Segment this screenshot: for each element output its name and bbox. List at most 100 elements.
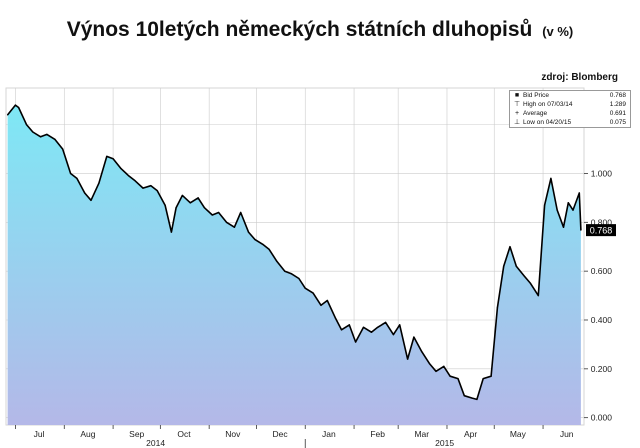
data-point <box>509 246 511 248</box>
data-point <box>435 370 437 372</box>
data-point <box>421 351 423 353</box>
average-marker-icon: + <box>514 110 520 117</box>
series-line <box>6 104 582 401</box>
x-tick-label: May <box>510 429 527 439</box>
data-point <box>429 363 431 365</box>
legend-value: 0.691 <box>609 110 626 117</box>
data-point <box>14 104 17 106</box>
data-point <box>463 395 465 397</box>
data-point <box>62 148 64 150</box>
x-tick-label: Jan <box>322 429 336 439</box>
legend-value: 0.075 <box>609 119 626 126</box>
y-tick-label: 0.200 <box>591 364 613 374</box>
x-axis: Jul Aug Sep Oct Nov Dec Jan Feb Mar Apr May Jun 2014… <box>15 425 574 448</box>
data-point <box>218 211 220 214</box>
y-tick-label: 0.000 <box>591 413 613 423</box>
data-point <box>203 207 206 209</box>
data-point <box>556 209 558 211</box>
data-point <box>471 397 473 399</box>
legend-label: High on 07/03/14 <box>523 101 573 108</box>
data-point <box>320 304 322 306</box>
data-point <box>370 331 372 333</box>
data-point <box>197 197 199 199</box>
y-tick-label: 1.000 <box>591 168 613 178</box>
data-point <box>240 211 242 214</box>
x-tick-label: Apr <box>464 429 477 439</box>
data-point <box>142 187 144 189</box>
data-point <box>407 358 409 360</box>
data-point <box>529 282 532 284</box>
legend-row-low: ⊥ Low on 04/20/15 0.075 <box>510 118 630 127</box>
data-point <box>120 167 122 170</box>
data-point <box>392 334 395 336</box>
data-point <box>443 365 445 367</box>
data-point <box>134 180 136 182</box>
data-point <box>334 316 336 319</box>
data-point <box>170 231 172 233</box>
data-point <box>150 185 152 187</box>
data-point <box>304 287 306 289</box>
data-point <box>290 272 292 275</box>
bid-price-square-icon: ■ <box>514 92 520 99</box>
y-tick-label: 0.400 <box>591 315 613 325</box>
data-point <box>544 204 546 206</box>
data-point <box>32 131 34 133</box>
data-point <box>578 192 580 194</box>
data-point <box>54 138 56 140</box>
data-point <box>189 202 191 204</box>
low-marker-icon: ⊥ <box>513 119 521 126</box>
legend-value: 0.768 <box>609 92 626 99</box>
legend-label: Bid Price <box>523 92 550 99</box>
data-point <box>90 199 92 201</box>
high-marker-icon: ⊤ <box>513 101 521 108</box>
legend-label: Average <box>523 110 548 117</box>
data-point <box>457 378 459 380</box>
data-point <box>98 182 100 184</box>
data-point <box>523 275 525 277</box>
data-point <box>550 177 552 179</box>
data-point <box>6 114 9 116</box>
data-point <box>112 158 114 160</box>
data-point <box>233 226 235 228</box>
data-point <box>503 265 505 267</box>
data-point <box>181 194 183 197</box>
chart-title-text: Výnos 10letých německých státních dluhop… <box>66 18 533 41</box>
data-point <box>40 136 42 138</box>
chart-title: Výnos 10letých německých státních dluhop… <box>0 18 640 42</box>
data-point <box>276 260 278 262</box>
data-point <box>247 231 250 233</box>
data-point <box>262 243 264 245</box>
data-point <box>562 226 565 228</box>
x-tick-label: Oct <box>177 429 191 439</box>
data-point <box>399 324 401 326</box>
data-point <box>298 277 300 280</box>
data-point <box>284 270 286 272</box>
data-point <box>25 124 28 126</box>
data-point <box>225 221 228 223</box>
data-point <box>567 202 569 204</box>
x-tick-label: Nov <box>225 429 241 439</box>
data-point <box>254 238 256 241</box>
last-value-marker: 0.768 <box>586 224 616 237</box>
data-point <box>362 326 365 328</box>
data-point <box>175 207 177 209</box>
area-fill <box>7 105 581 425</box>
data-point <box>496 307 498 309</box>
data-point <box>449 375 451 377</box>
x-year-label: 2014 <box>146 438 165 448</box>
data-point <box>76 177 78 179</box>
last-value-badge <box>586 224 616 237</box>
last-value-text: 0.768 <box>590 225 613 235</box>
data-point <box>164 204 166 206</box>
data-points <box>6 104 582 400</box>
data-point <box>46 133 48 135</box>
data-point <box>490 375 492 377</box>
x-tick-label: Jun <box>560 429 574 439</box>
data-point <box>156 189 158 192</box>
x-year-label: 2015 <box>435 438 454 448</box>
chart-title-unit: (v %) <box>542 24 574 39</box>
data-point <box>211 214 213 216</box>
legend-value: 1.289 <box>609 101 626 108</box>
